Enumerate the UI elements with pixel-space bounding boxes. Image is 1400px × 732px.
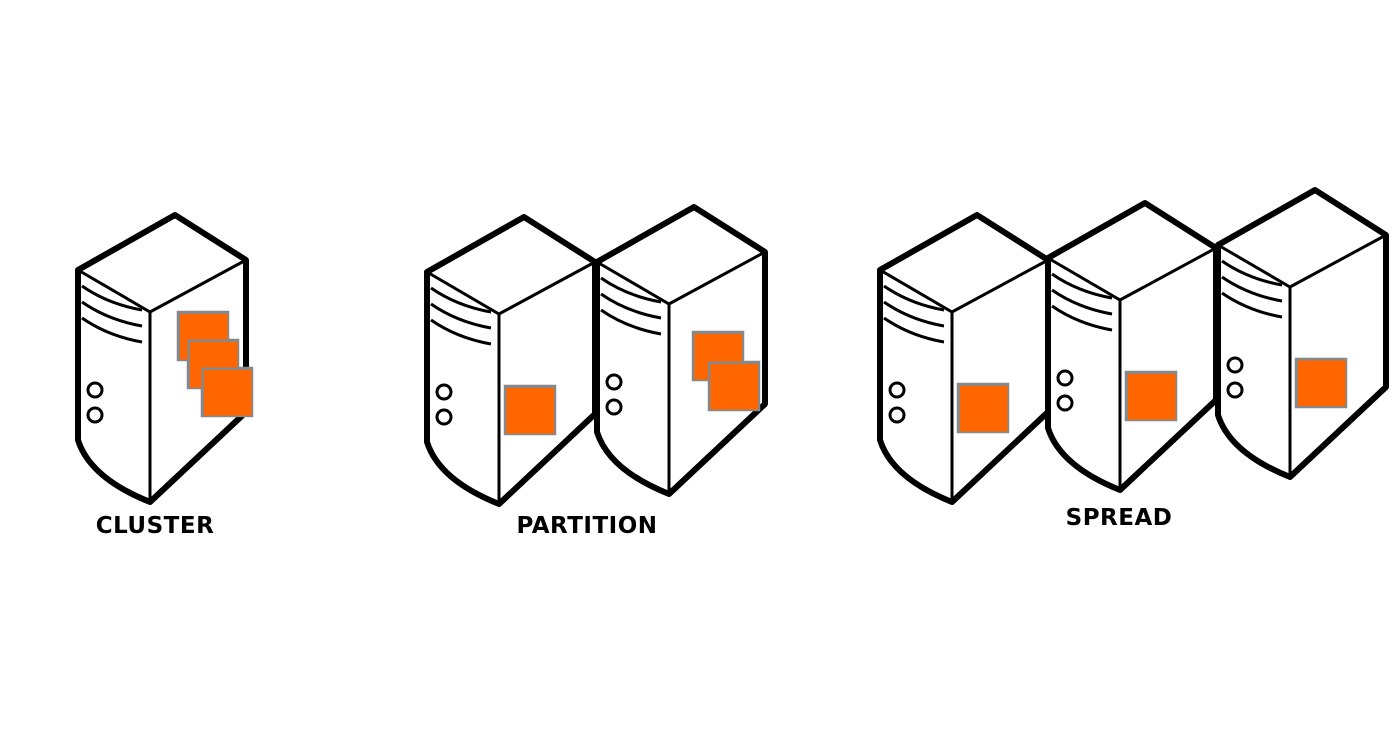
server-partition-1 — [424, 214, 598, 507]
partition-label: PARTITION — [516, 513, 658, 539]
instance-box — [503, 384, 557, 436]
server-partition-2 — [594, 204, 768, 497]
spread-label: SPREAD — [1065, 505, 1173, 531]
server-spread-1 — [877, 212, 1051, 505]
server-spread-2 — [1045, 200, 1219, 493]
server-cluster-1 — [75, 212, 254, 505]
instance-box — [1294, 357, 1348, 409]
server-spread-3 — [1215, 187, 1389, 480]
instance-box — [200, 366, 254, 418]
instance-box — [956, 382, 1010, 434]
instance-box — [707, 360, 761, 412]
instance-box — [1124, 370, 1178, 422]
cluster-label: CLUSTER — [95, 513, 215, 539]
